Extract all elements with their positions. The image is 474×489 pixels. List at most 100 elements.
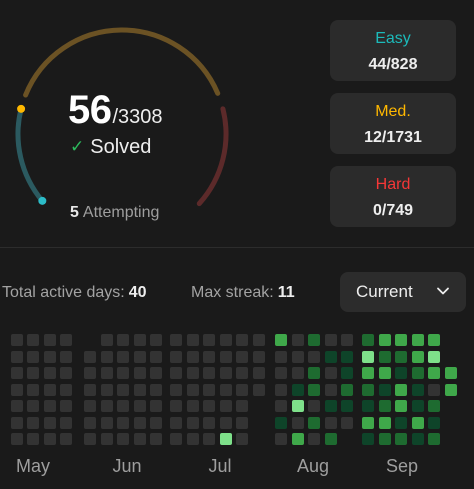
heatmap-day-cell[interactable] xyxy=(291,334,304,346)
heatmap-day-cell[interactable] xyxy=(362,383,374,396)
heatmap-day-cell[interactable] xyxy=(27,334,39,346)
heatmap-day-cell[interactable] xyxy=(308,400,320,412)
heatmap-day-cell[interactable] xyxy=(133,367,146,379)
heatmap-day-cell[interactable] xyxy=(291,350,304,363)
heatmap-day-cell[interactable] xyxy=(133,383,146,396)
heatmap-day-cell[interactable] xyxy=(150,433,162,445)
heatmap-day-cell[interactable] xyxy=(395,367,407,379)
heatmap-day-cell[interactable] xyxy=(219,416,232,429)
heatmap-day-cell[interactable] xyxy=(378,400,391,412)
heatmap-day-cell[interactable] xyxy=(117,433,129,445)
heatmap-day-cell[interactable] xyxy=(100,383,113,396)
heatmap-day-cell[interactable] xyxy=(291,400,304,412)
heatmap-day-cell[interactable] xyxy=(84,367,96,379)
heatmap-day-cell[interactable] xyxy=(27,367,39,379)
heatmap-day-cell[interactable] xyxy=(275,433,287,445)
heatmap-day-cell[interactable] xyxy=(428,334,440,346)
heatmap-day-cell[interactable] xyxy=(362,367,374,379)
heatmap-day-cell[interactable] xyxy=(10,350,23,363)
heatmap-day-cell[interactable] xyxy=(308,367,320,379)
heatmap-day-cell[interactable] xyxy=(275,334,287,346)
heatmap-day-cell[interactable] xyxy=(43,400,56,412)
heatmap-day-cell[interactable] xyxy=(341,334,353,346)
heatmap-day-cell[interactable] xyxy=(324,334,337,346)
heatmap-day-cell[interactable] xyxy=(362,350,374,363)
heatmap-day-cell[interactable] xyxy=(133,416,146,429)
heatmap-day-cell[interactable] xyxy=(133,400,146,412)
heatmap-day-cell[interactable] xyxy=(10,416,23,429)
heatmap-day-cell[interactable] xyxy=(236,350,248,363)
heatmap-day-cell[interactable] xyxy=(150,367,162,379)
heatmap-day-cell[interactable] xyxy=(362,416,374,429)
heatmap-day-cell[interactable] xyxy=(341,367,353,379)
heatmap-day-cell[interactable] xyxy=(100,433,113,445)
heatmap-day-cell[interactable] xyxy=(117,383,129,396)
heatmap-day-cell[interactable] xyxy=(84,350,96,363)
heatmap-day-cell[interactable] xyxy=(117,400,129,412)
heatmap-day-cell[interactable] xyxy=(10,334,23,346)
heatmap-day-cell[interactable] xyxy=(219,433,232,445)
heatmap-day-cell[interactable] xyxy=(27,383,39,396)
heatmap-day-cell[interactable] xyxy=(324,400,337,412)
heatmap-day-cell[interactable] xyxy=(362,433,374,445)
heatmap-day-cell[interactable] xyxy=(219,400,232,412)
heatmap-day-cell[interactable] xyxy=(60,416,72,429)
heatmap-day-cell[interactable] xyxy=(324,383,337,396)
heatmap-day-cell[interactable] xyxy=(186,400,199,412)
heatmap-day-cell[interactable] xyxy=(43,433,56,445)
heatmap-day-cell[interactable] xyxy=(252,334,265,346)
difficulty-card-hard[interactable]: Hard 0/749 xyxy=(330,166,456,227)
period-dropdown[interactable]: Current xyxy=(340,272,466,312)
heatmap-day-cell[interactable] xyxy=(170,350,182,363)
heatmap-day-cell[interactable] xyxy=(378,416,391,429)
heatmap-day-cell[interactable] xyxy=(100,367,113,379)
heatmap-day-cell[interactable] xyxy=(291,367,304,379)
heatmap-day-cell[interactable] xyxy=(428,400,440,412)
heatmap-day-cell[interactable] xyxy=(203,350,215,363)
heatmap-day-cell[interactable] xyxy=(411,416,424,429)
heatmap-day-cell[interactable] xyxy=(308,433,320,445)
heatmap-day-cell[interactable] xyxy=(43,367,56,379)
heatmap-day-cell[interactable] xyxy=(236,433,248,445)
heatmap-day-cell[interactable] xyxy=(341,350,353,363)
heatmap-day-cell[interactable] xyxy=(291,383,304,396)
heatmap-day-cell[interactable] xyxy=(170,334,182,346)
heatmap-day-cell[interactable] xyxy=(291,433,304,445)
heatmap-day-cell[interactable] xyxy=(341,383,353,396)
heatmap-day-cell[interactable] xyxy=(324,433,337,445)
heatmap-day-cell[interactable] xyxy=(378,433,391,445)
heatmap-day-cell[interactable] xyxy=(27,433,39,445)
heatmap-day-cell[interactable] xyxy=(100,416,113,429)
heatmap-day-cell[interactable] xyxy=(117,367,129,379)
heatmap-day-cell[interactable] xyxy=(428,350,440,363)
difficulty-card-medium[interactable]: Med. 12/1731 xyxy=(330,93,456,154)
heatmap-day-cell[interactable] xyxy=(308,334,320,346)
heatmap-day-cell[interactable] xyxy=(10,400,23,412)
heatmap-day-cell[interactable] xyxy=(60,383,72,396)
heatmap-day-cell[interactable] xyxy=(84,383,96,396)
heatmap-day-cell[interactable] xyxy=(308,383,320,396)
heatmap-day-cell[interactable] xyxy=(236,334,248,346)
heatmap-day-cell[interactable] xyxy=(428,433,440,445)
heatmap-day-cell[interactable] xyxy=(170,367,182,379)
heatmap-day-cell[interactable] xyxy=(186,433,199,445)
heatmap-day-cell[interactable] xyxy=(395,334,407,346)
heatmap-day-cell[interactable] xyxy=(60,350,72,363)
heatmap-day-cell[interactable] xyxy=(378,334,391,346)
heatmap-day-cell[interactable] xyxy=(100,400,113,412)
heatmap-day-cell[interactable] xyxy=(411,383,424,396)
heatmap-day-cell[interactable] xyxy=(444,367,457,379)
heatmap-day-cell[interactable] xyxy=(308,350,320,363)
heatmap-day-cell[interactable] xyxy=(203,416,215,429)
heatmap-day-cell[interactable] xyxy=(395,383,407,396)
heatmap-day-cell[interactable] xyxy=(395,350,407,363)
heatmap-day-cell[interactable] xyxy=(170,433,182,445)
heatmap-day-cell[interactable] xyxy=(10,367,23,379)
heatmap-day-cell[interactable] xyxy=(150,334,162,346)
heatmap-day-cell[interactable] xyxy=(27,400,39,412)
heatmap-day-cell[interactable] xyxy=(170,383,182,396)
heatmap-day-cell[interactable] xyxy=(84,416,96,429)
heatmap-day-cell[interactable] xyxy=(150,400,162,412)
heatmap-day-cell[interactable] xyxy=(236,416,248,429)
heatmap-day-cell[interactable] xyxy=(411,350,424,363)
